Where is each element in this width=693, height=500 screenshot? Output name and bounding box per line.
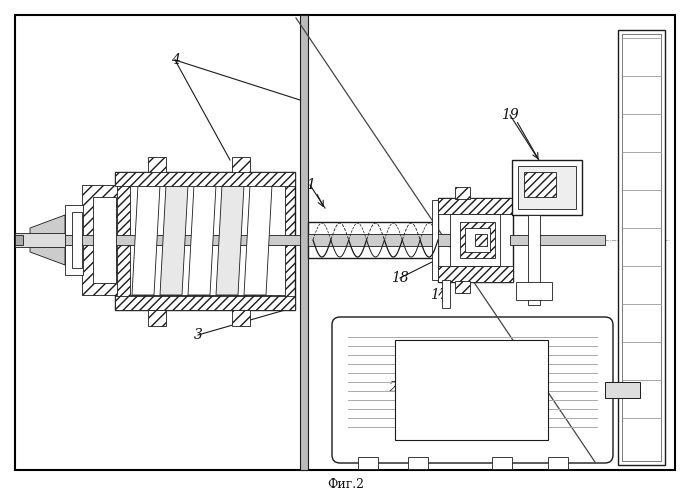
Bar bbox=[15, 233, 65, 247]
Bar bbox=[524, 172, 556, 197]
Bar bbox=[82, 185, 117, 295]
Bar bbox=[518, 166, 576, 209]
Bar bbox=[148, 310, 166, 326]
Text: 4: 4 bbox=[170, 53, 179, 67]
Text: 18: 18 bbox=[391, 271, 409, 285]
Bar bbox=[300, 15, 308, 470]
Bar bbox=[605, 382, 640, 398]
Bar bbox=[442, 280, 450, 308]
Bar bbox=[72, 212, 82, 268]
Polygon shape bbox=[30, 215, 65, 265]
Bar bbox=[450, 214, 500, 266]
Polygon shape bbox=[160, 185, 188, 295]
Bar bbox=[15, 235, 23, 245]
Bar bbox=[130, 185, 285, 295]
Polygon shape bbox=[216, 185, 244, 295]
Bar bbox=[548, 457, 568, 469]
Bar bbox=[510, 235, 605, 245]
Text: 3: 3 bbox=[193, 328, 202, 342]
Bar bbox=[115, 172, 295, 310]
Text: 19: 19 bbox=[501, 108, 519, 122]
Bar bbox=[232, 310, 250, 326]
Bar bbox=[438, 198, 513, 282]
Bar bbox=[438, 266, 513, 282]
Text: 17: 17 bbox=[430, 288, 448, 302]
Text: 2: 2 bbox=[258, 271, 266, 285]
Text: 20: 20 bbox=[388, 381, 406, 395]
Bar bbox=[465, 228, 490, 252]
Bar bbox=[30, 235, 300, 245]
Bar bbox=[455, 187, 470, 199]
Bar bbox=[460, 222, 495, 258]
Text: 5: 5 bbox=[173, 295, 182, 309]
Text: Фиг.2: Фиг.2 bbox=[328, 478, 365, 492]
Bar bbox=[618, 30, 665, 465]
Bar bbox=[408, 457, 428, 469]
Bar bbox=[308, 234, 456, 246]
Bar bbox=[475, 234, 487, 246]
FancyBboxPatch shape bbox=[332, 317, 613, 463]
Bar bbox=[432, 200, 438, 280]
Bar bbox=[232, 157, 250, 173]
Bar bbox=[115, 296, 295, 310]
Polygon shape bbox=[244, 185, 272, 295]
Bar bbox=[115, 172, 295, 186]
Bar bbox=[438, 198, 513, 214]
Bar bbox=[622, 34, 661, 461]
Bar bbox=[308, 222, 456, 258]
Text: 1: 1 bbox=[306, 178, 315, 192]
Polygon shape bbox=[132, 185, 160, 295]
Bar bbox=[492, 457, 512, 469]
Polygon shape bbox=[188, 185, 216, 295]
Bar bbox=[455, 281, 470, 293]
Bar bbox=[512, 160, 582, 215]
Bar bbox=[528, 215, 540, 305]
Bar bbox=[93, 197, 116, 283]
Bar bbox=[516, 282, 552, 300]
Bar bbox=[395, 340, 548, 440]
Bar bbox=[358, 457, 378, 469]
Bar bbox=[65, 205, 83, 275]
Bar bbox=[148, 157, 166, 173]
